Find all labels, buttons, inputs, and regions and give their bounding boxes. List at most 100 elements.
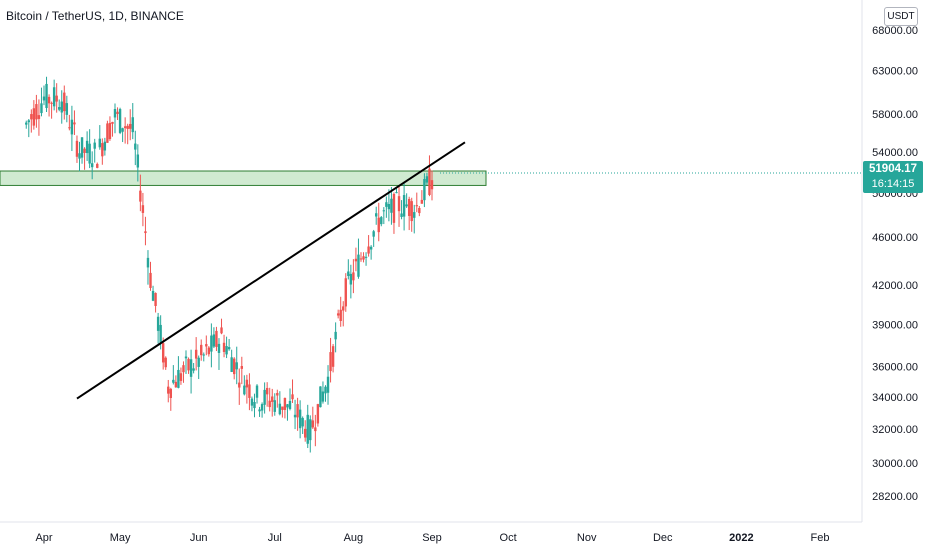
y-tick-label: 68000.00: [872, 25, 918, 37]
candle-body: [187, 358, 190, 371]
candle-body: [197, 357, 200, 367]
candle-body: [50, 102, 53, 104]
candle-body: [210, 335, 213, 352]
candle-body: [40, 103, 43, 114]
candle-body: [248, 384, 251, 398]
y-tick-label: 46000.00: [872, 232, 918, 244]
candle-body: [293, 414, 297, 418]
candle-body: [410, 201, 413, 222]
candle-body: [30, 114, 33, 120]
candle-body: [149, 272, 152, 288]
candle-body: [131, 117, 134, 133]
candle-body: [311, 420, 315, 428]
candle-body: [80, 137, 84, 158]
candle-body: [273, 400, 276, 412]
candle-body: [194, 349, 198, 359]
candle-body: [407, 198, 411, 216]
candle-body: [281, 406, 284, 410]
candle-body: [220, 327, 223, 334]
candle-body: [418, 207, 421, 214]
candle-body: [347, 271, 350, 276]
candle-body: [174, 381, 178, 388]
candle-body: [111, 121, 114, 124]
candle-body: [402, 195, 406, 217]
candle-body: [98, 138, 101, 148]
currency-badge[interactable]: USDT: [884, 7, 918, 26]
candle-body: [329, 352, 332, 372]
candle-body: [268, 400, 271, 408]
candle-body: [334, 331, 337, 340]
candle-body: [217, 343, 221, 353]
x-tick-label: Oct: [500, 532, 517, 544]
candle-body: [263, 389, 266, 405]
candle-body: [42, 96, 46, 101]
candle-body: [271, 396, 274, 402]
candle-body: [319, 386, 322, 408]
candle-body: [141, 205, 145, 213]
y-tick-label: 39000.00: [872, 319, 918, 331]
candle-body: [73, 122, 76, 125]
y-tick-label: 34000.00: [872, 392, 918, 404]
candle-body: [344, 278, 347, 307]
candle-body: [215, 330, 218, 347]
candle-body: [146, 257, 150, 268]
candle-body: [377, 217, 380, 233]
candle-body: [118, 109, 122, 133]
candle-body: [364, 256, 368, 258]
candle-body: [151, 290, 155, 301]
candle-body: [283, 397, 287, 410]
candle-body: [309, 419, 312, 441]
candle-body: [415, 205, 418, 207]
candle-body: [70, 119, 74, 135]
candle-body: [321, 391, 325, 402]
candle-body: [352, 272, 355, 281]
candle-body: [179, 373, 183, 381]
x-tick-label: Aug: [344, 532, 364, 544]
candle-body: [278, 403, 282, 415]
candle-body: [375, 213, 378, 217]
candle-body: [400, 213, 403, 217]
x-tick-label: Feb: [811, 532, 830, 544]
candle-body: [232, 358, 236, 375]
candle-countdown: 16:14:15: [871, 178, 915, 190]
candle-body: [200, 344, 203, 356]
candle-body: [116, 111, 119, 115]
trendline: [76, 141, 466, 400]
candle-body: [134, 143, 137, 150]
candle-body: [172, 379, 175, 383]
x-tick-label: 2022: [729, 532, 753, 544]
candle-body: [68, 127, 71, 129]
last-price-value: 51904.17: [869, 163, 917, 175]
candle-body: [169, 388, 172, 398]
y-tick-label: 63000.00: [872, 65, 918, 77]
candle-body: [37, 115, 41, 119]
candle-body: [367, 246, 370, 254]
candle-body: [301, 417, 304, 427]
candle-body: [238, 382, 241, 388]
x-tick-label: Nov: [577, 532, 597, 544]
candle-body: [230, 357, 233, 372]
candle-body: [207, 347, 211, 355]
last-price-label: 51904.17 16:14:15: [863, 161, 923, 193]
candle-body: [392, 193, 396, 223]
candle-body: [85, 140, 89, 154]
y-tick-label: 30000.00: [872, 458, 918, 470]
candle-body: [113, 109, 117, 118]
candle-body: [357, 254, 360, 277]
y-tick-label: 54000.00: [872, 147, 918, 159]
candle-body: [243, 385, 246, 395]
candle-body: [276, 392, 279, 396]
x-tick-label: Jun: [190, 532, 208, 544]
candle-body: [298, 409, 302, 429]
candle-body: [354, 258, 358, 262]
candle-body: [88, 143, 91, 164]
candle-body: [423, 179, 426, 201]
candle-body: [265, 387, 269, 395]
y-tick-label: 42000.00: [872, 280, 918, 292]
candle-body: [159, 324, 162, 343]
candle-body: [362, 256, 365, 260]
candle-body: [108, 122, 112, 140]
candle-body: [45, 83, 48, 109]
